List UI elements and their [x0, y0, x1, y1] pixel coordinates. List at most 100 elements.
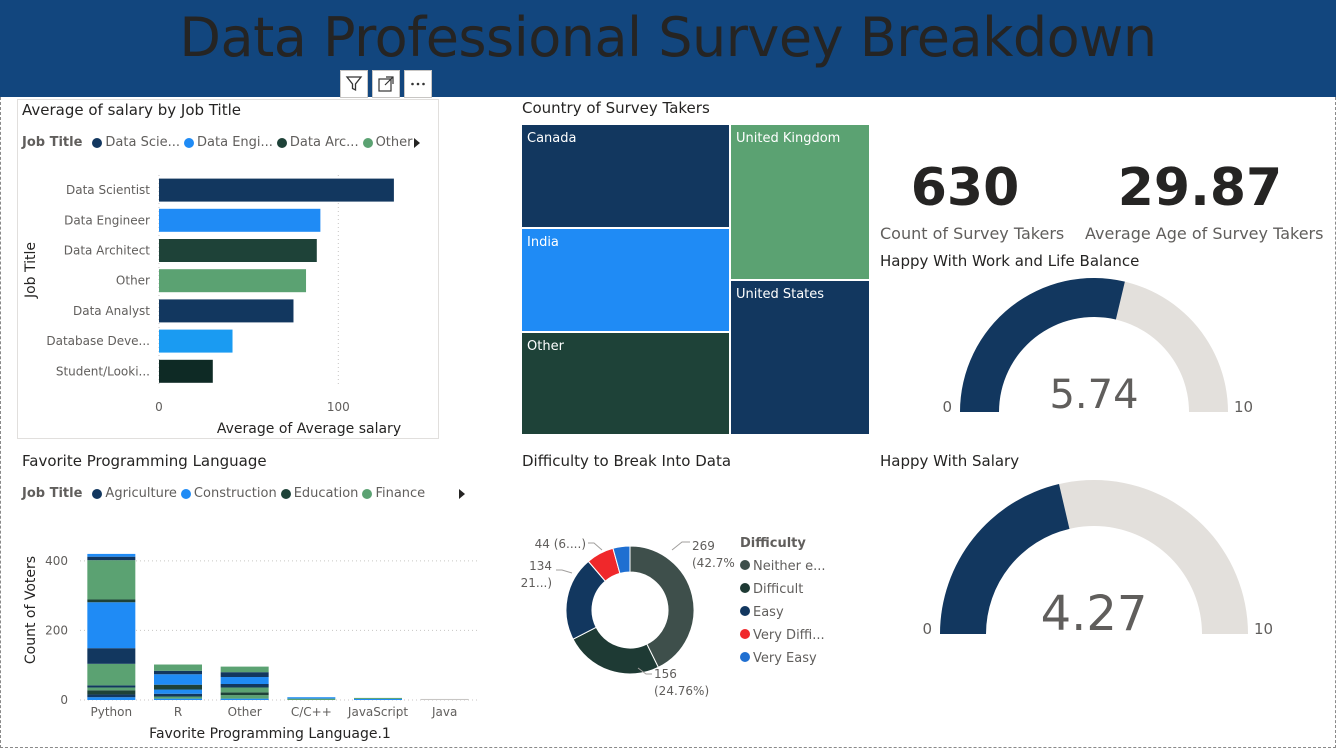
treemap-cell-other[interactable]: Other — [521, 332, 730, 435]
legend-swatch — [740, 629, 750, 639]
legend-item: Difficult — [753, 582, 804, 597]
legend-item[interactable]: Agriculture — [105, 486, 177, 501]
treemap-cell-india[interactable]: India — [521, 228, 730, 332]
legend-swatch — [180, 488, 191, 499]
legend-swatch — [280, 488, 291, 499]
bar-segment[interactable] — [220, 698, 269, 700]
data-label: 134 — [529, 559, 552, 573]
legend-swatch — [184, 137, 195, 148]
legend-swatch — [362, 137, 373, 148]
bar-segment[interactable] — [87, 602, 136, 649]
bar-segment[interactable] — [154, 689, 202, 694]
bar[interactable] — [159, 359, 213, 383]
bar[interactable] — [159, 178, 394, 202]
legend-row[interactable]: Very Easy — [740, 651, 817, 666]
bar-segment[interactable] — [220, 692, 269, 696]
bar-segment[interactable] — [154, 684, 202, 690]
bar-segment[interactable] — [220, 687, 269, 693]
bar-segment[interactable] — [87, 663, 136, 686]
bar-segment[interactable] — [154, 674, 202, 685]
leader-line — [671, 541, 690, 551]
legend-item[interactable]: Data Engi... — [197, 135, 273, 150]
bar[interactable] — [159, 208, 321, 232]
visual-toolbar — [340, 70, 432, 98]
legend-row[interactable]: Difficult — [740, 582, 803, 597]
bar-segment[interactable] — [87, 556, 136, 561]
leader-line — [588, 542, 603, 551]
bar-segment[interactable] — [287, 697, 336, 699]
legend-item[interactable]: Education — [293, 486, 359, 501]
gauge-fill — [960, 277, 1125, 412]
bar-segment[interactable] — [87, 685, 136, 688]
lang-stacked-bar-chart: 0 200 400 Python R Other C/C++ JavaScript Java Fa… — [23, 553, 480, 742]
legend-item[interactable]: Other — [375, 135, 413, 150]
bar-segment[interactable] — [154, 698, 202, 700]
treemap-cell-united-kingdom[interactable]: United Kingdom — [730, 124, 870, 280]
gauge-value: 5.74 — [1049, 372, 1138, 418]
y-tick-label: 400 — [45, 554, 68, 568]
y-axis-label: Count of Voters — [23, 556, 39, 664]
bar-segment[interactable] — [87, 648, 136, 664]
gauge-happy-with-salary: 4.27 0 10 — [922, 480, 1273, 642]
x-tick-label: C/C++ — [291, 705, 332, 719]
bar-segment[interactable] — [220, 677, 269, 684]
x-tick-label: Python — [91, 705, 133, 719]
bar-segment[interactable] — [154, 670, 202, 675]
bar-segment[interactable] — [220, 695, 269, 699]
y-tick-label: Database Deve... — [46, 334, 150, 348]
bar-segment[interactable] — [420, 698, 469, 700]
difficulty-donut-chart: 269 (42.7%) 156 (24.76%) 134 (21...) 44 (6....… — [520, 537, 735, 698]
bar-segment[interactable] — [154, 664, 202, 671]
bar[interactable] — [159, 329, 233, 353]
legend-item: Neither e... — [753, 559, 826, 574]
legend-row[interactable]: Easy — [740, 605, 784, 620]
legend-swatch — [740, 606, 750, 616]
treemap-label: Canada — [527, 131, 577, 146]
filter-button[interactable] — [340, 70, 368, 98]
bar-segment[interactable] — [220, 672, 269, 678]
bar-segment[interactable] — [287, 698, 336, 700]
data-label: (24.76%) — [654, 684, 709, 698]
legend-item[interactable]: Construction — [193, 486, 277, 501]
legend-item[interactable]: Data Arc... — [289, 135, 359, 150]
bar-segment[interactable] — [87, 599, 136, 603]
legend-swatch — [276, 137, 287, 148]
y-tick-label: Other — [116, 274, 150, 288]
bar[interactable] — [159, 269, 307, 293]
legend-row[interactable]: Very Diffi... — [740, 628, 825, 643]
bar-segment[interactable] — [154, 693, 202, 697]
legend-next-arrow-icon[interactable] — [411, 136, 423, 150]
more-options-button[interactable] — [404, 70, 432, 98]
treemap-label: United Kingdom — [736, 131, 841, 146]
bar[interactable] — [159, 239, 317, 262]
filter-icon — [345, 76, 363, 92]
bar-segment[interactable] — [87, 687, 136, 691]
bar-segment[interactable] — [354, 697, 402, 699]
treemap-cell-canada[interactable]: Canada — [521, 124, 730, 228]
bar-segment[interactable] — [220, 684, 269, 688]
legend-swatch — [362, 488, 373, 499]
bar-segment[interactable] — [87, 697, 136, 700]
more-options-icon — [411, 82, 425, 86]
treemap-cell-united-states[interactable]: United States — [730, 280, 870, 435]
bar-segment[interactable] — [154, 696, 202, 699]
bar-segment[interactable] — [87, 560, 136, 600]
treemap-label: United States — [736, 287, 825, 302]
data-label: 156 — [654, 667, 677, 681]
bar-segment[interactable] — [87, 694, 136, 698]
donut-slice[interactable] — [572, 626, 660, 675]
bar-segment[interactable] — [220, 666, 269, 673]
focus-mode-button[interactable] — [372, 70, 400, 98]
donut-slice[interactable] — [629, 545, 695, 669]
bar-segment[interactable] — [87, 553, 136, 557]
legend-item[interactable]: Finance — [375, 486, 426, 501]
donut-slice[interactable] — [612, 545, 631, 574]
y-axis-label: Job Title — [23, 242, 39, 299]
legend-next-arrow-icon[interactable] — [456, 487, 468, 501]
bar[interactable] — [159, 299, 294, 323]
legend-item[interactable]: Data Scie... — [105, 135, 181, 150]
bar-segment[interactable] — [87, 690, 136, 695]
x-tick-label: Java — [431, 705, 457, 719]
legend-row[interactable]: Neither e... — [740, 559, 826, 574]
bar-segment[interactable] — [354, 698, 402, 700]
